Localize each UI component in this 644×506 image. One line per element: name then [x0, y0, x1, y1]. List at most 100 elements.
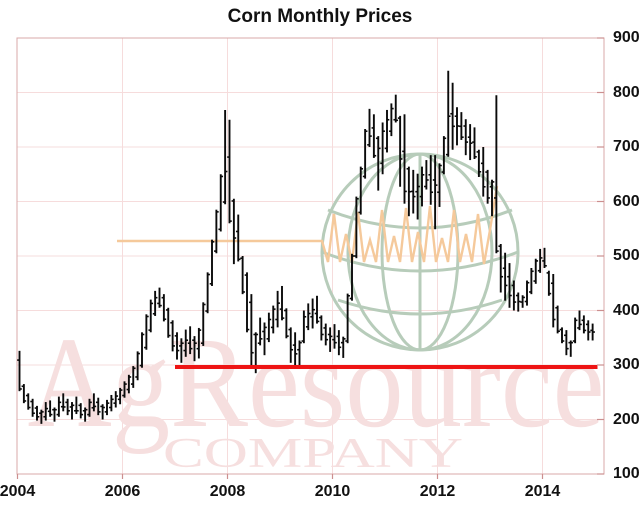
price-bar [135, 351, 140, 381]
price-bar [139, 332, 145, 368]
y-axis-label: 800 [613, 83, 640, 101]
x-axis-label: 2008 [209, 483, 246, 500]
price-bar [292, 332, 298, 368]
price-bar [310, 298, 315, 329]
price-bar [529, 267, 534, 295]
price-bar [419, 166, 425, 207]
price-bar [489, 179, 495, 217]
price-bar [113, 391, 119, 408]
price-bar [511, 280, 517, 311]
price-bar [546, 270, 552, 296]
y-axis-label: 200 [613, 410, 640, 428]
price-bar [354, 196, 359, 259]
y-axis-label: 300 [613, 356, 640, 373]
price-bar [161, 294, 167, 322]
price-bar [485, 169, 490, 204]
price-bar [367, 108, 372, 147]
price-bar [410, 169, 416, 214]
price-bar [69, 402, 75, 420]
price-bar [43, 402, 49, 421]
price-bar [179, 338, 184, 363]
price-bar [60, 393, 66, 412]
price-bar [585, 320, 591, 341]
y-axis-label: 500 [613, 247, 640, 264]
price-bar [78, 403, 84, 419]
y-axis-label: 700 [613, 138, 640, 155]
price-bar [104, 399, 110, 416]
price-bar [95, 397, 101, 416]
price-bar [454, 107, 460, 146]
price-bar [507, 263, 512, 308]
price-bar [231, 198, 237, 265]
price-bar [52, 407, 57, 422]
price-bar [441, 136, 447, 175]
price-bar [144, 314, 149, 350]
price-bar [581, 315, 587, 334]
price-bar [577, 310, 582, 331]
price-bar [301, 310, 307, 344]
price-bar [555, 305, 560, 334]
price-bar [74, 396, 79, 415]
price-bar [537, 248, 543, 273]
price-bar [152, 290, 158, 316]
price-bar [222, 109, 228, 205]
globe-logo-icon [320, 152, 520, 352]
price-bar [564, 330, 569, 356]
chart-title: Corn Monthly Prices [227, 6, 413, 27]
price-bar [371, 114, 377, 158]
price-bar [266, 312, 272, 343]
price-bar [130, 366, 136, 388]
price-bar [375, 136, 381, 191]
price-bars [17, 70, 595, 424]
y-axis-label: 400 [613, 301, 640, 319]
price-bar [393, 94, 399, 123]
price-bar [284, 308, 289, 339]
x-axis-label: 2012 [419, 483, 456, 500]
price-bar [148, 299, 154, 333]
price-bar [126, 374, 132, 394]
price-bar [227, 119, 232, 224]
price-bar [165, 307, 171, 338]
price-bar [17, 350, 22, 392]
price-bar [82, 407, 88, 422]
price-bar [218, 174, 224, 232]
price-bar [30, 398, 35, 417]
price-bar [463, 119, 469, 156]
price-bar [109, 394, 114, 412]
price-bar [533, 258, 539, 284]
axis-ticks [16, 37, 604, 479]
price-bar [297, 340, 302, 368]
price-bar [432, 155, 438, 230]
price-bar [262, 322, 267, 356]
watermark-text: AgResource COMPANY [28, 311, 605, 477]
price-bar [450, 82, 455, 150]
price-bar [56, 396, 62, 417]
y-axis-label: 600 [613, 192, 640, 210]
price-bar [406, 166, 412, 217]
price-bar [459, 112, 464, 140]
x-axis-label: 2014 [524, 483, 561, 500]
price-bar [39, 409, 44, 424]
price-bar [122, 381, 127, 398]
price-bar [249, 294, 254, 365]
price-bar [192, 336, 197, 362]
price-bar [235, 214, 241, 262]
price-bar [336, 330, 342, 356]
price-bar [428, 155, 434, 205]
price-bar [327, 327, 333, 352]
price-bar [183, 329, 189, 357]
price-bar [257, 317, 263, 346]
price-bar [358, 166, 364, 215]
price-bar [345, 293, 350, 344]
price-bar [502, 252, 508, 301]
price-bar [520, 295, 525, 308]
price-bar [472, 127, 477, 159]
price-bar [314, 295, 320, 324]
price-bar [542, 247, 547, 268]
price-bar [380, 122, 385, 175]
price-bar [424, 160, 429, 190]
pulse-line-icon [117, 185, 499, 265]
price-bar [445, 70, 451, 157]
